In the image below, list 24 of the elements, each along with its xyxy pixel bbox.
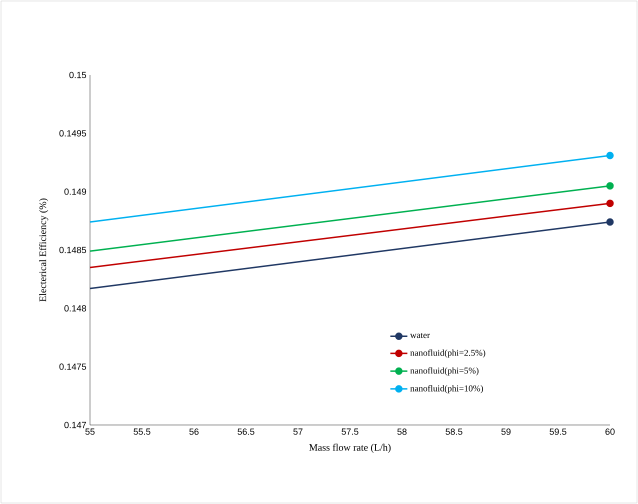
x-tick-label: 59 [501,428,511,435]
x-tick-label: 57 [293,428,303,435]
legend-label: nanofluid(phi=2.5%) [410,349,486,358]
x-tick-label: 59.5 [550,428,566,435]
legend-label: nanofluid(phi=10%) [410,385,483,394]
x-tick-label: 55.5 [134,428,150,435]
y-tick-label: 0.147 [64,422,86,428]
x-tick-label: 56 [189,428,199,435]
x-axis-title: Mass flow rate (L/h) [309,444,391,453]
y-tick-label: 0.148 [64,305,86,312]
y-tick-label: 0.1475 [59,363,86,370]
x-tick-label: 58 [397,428,407,435]
x-tick-label: 58.5 [446,428,462,435]
x-tick-label: 56.5 [238,428,254,435]
y-tick-label: 0.1485 [59,246,86,254]
x-tick-label: 55 [85,428,95,435]
legend-label: water [410,332,430,338]
x-tick-label: 60 [605,428,615,435]
y-axis-title: Electerical Efficiency (%) [39,198,48,302]
x-tick-label: 57.5 [342,428,358,435]
y-tick-label: 0.15 [69,72,86,78]
legend-label: nanofluid(phi=5%) [410,367,479,376]
y-tick-label: 0.149 [64,188,86,195]
y-tick-label: 0.1495 [59,130,86,137]
